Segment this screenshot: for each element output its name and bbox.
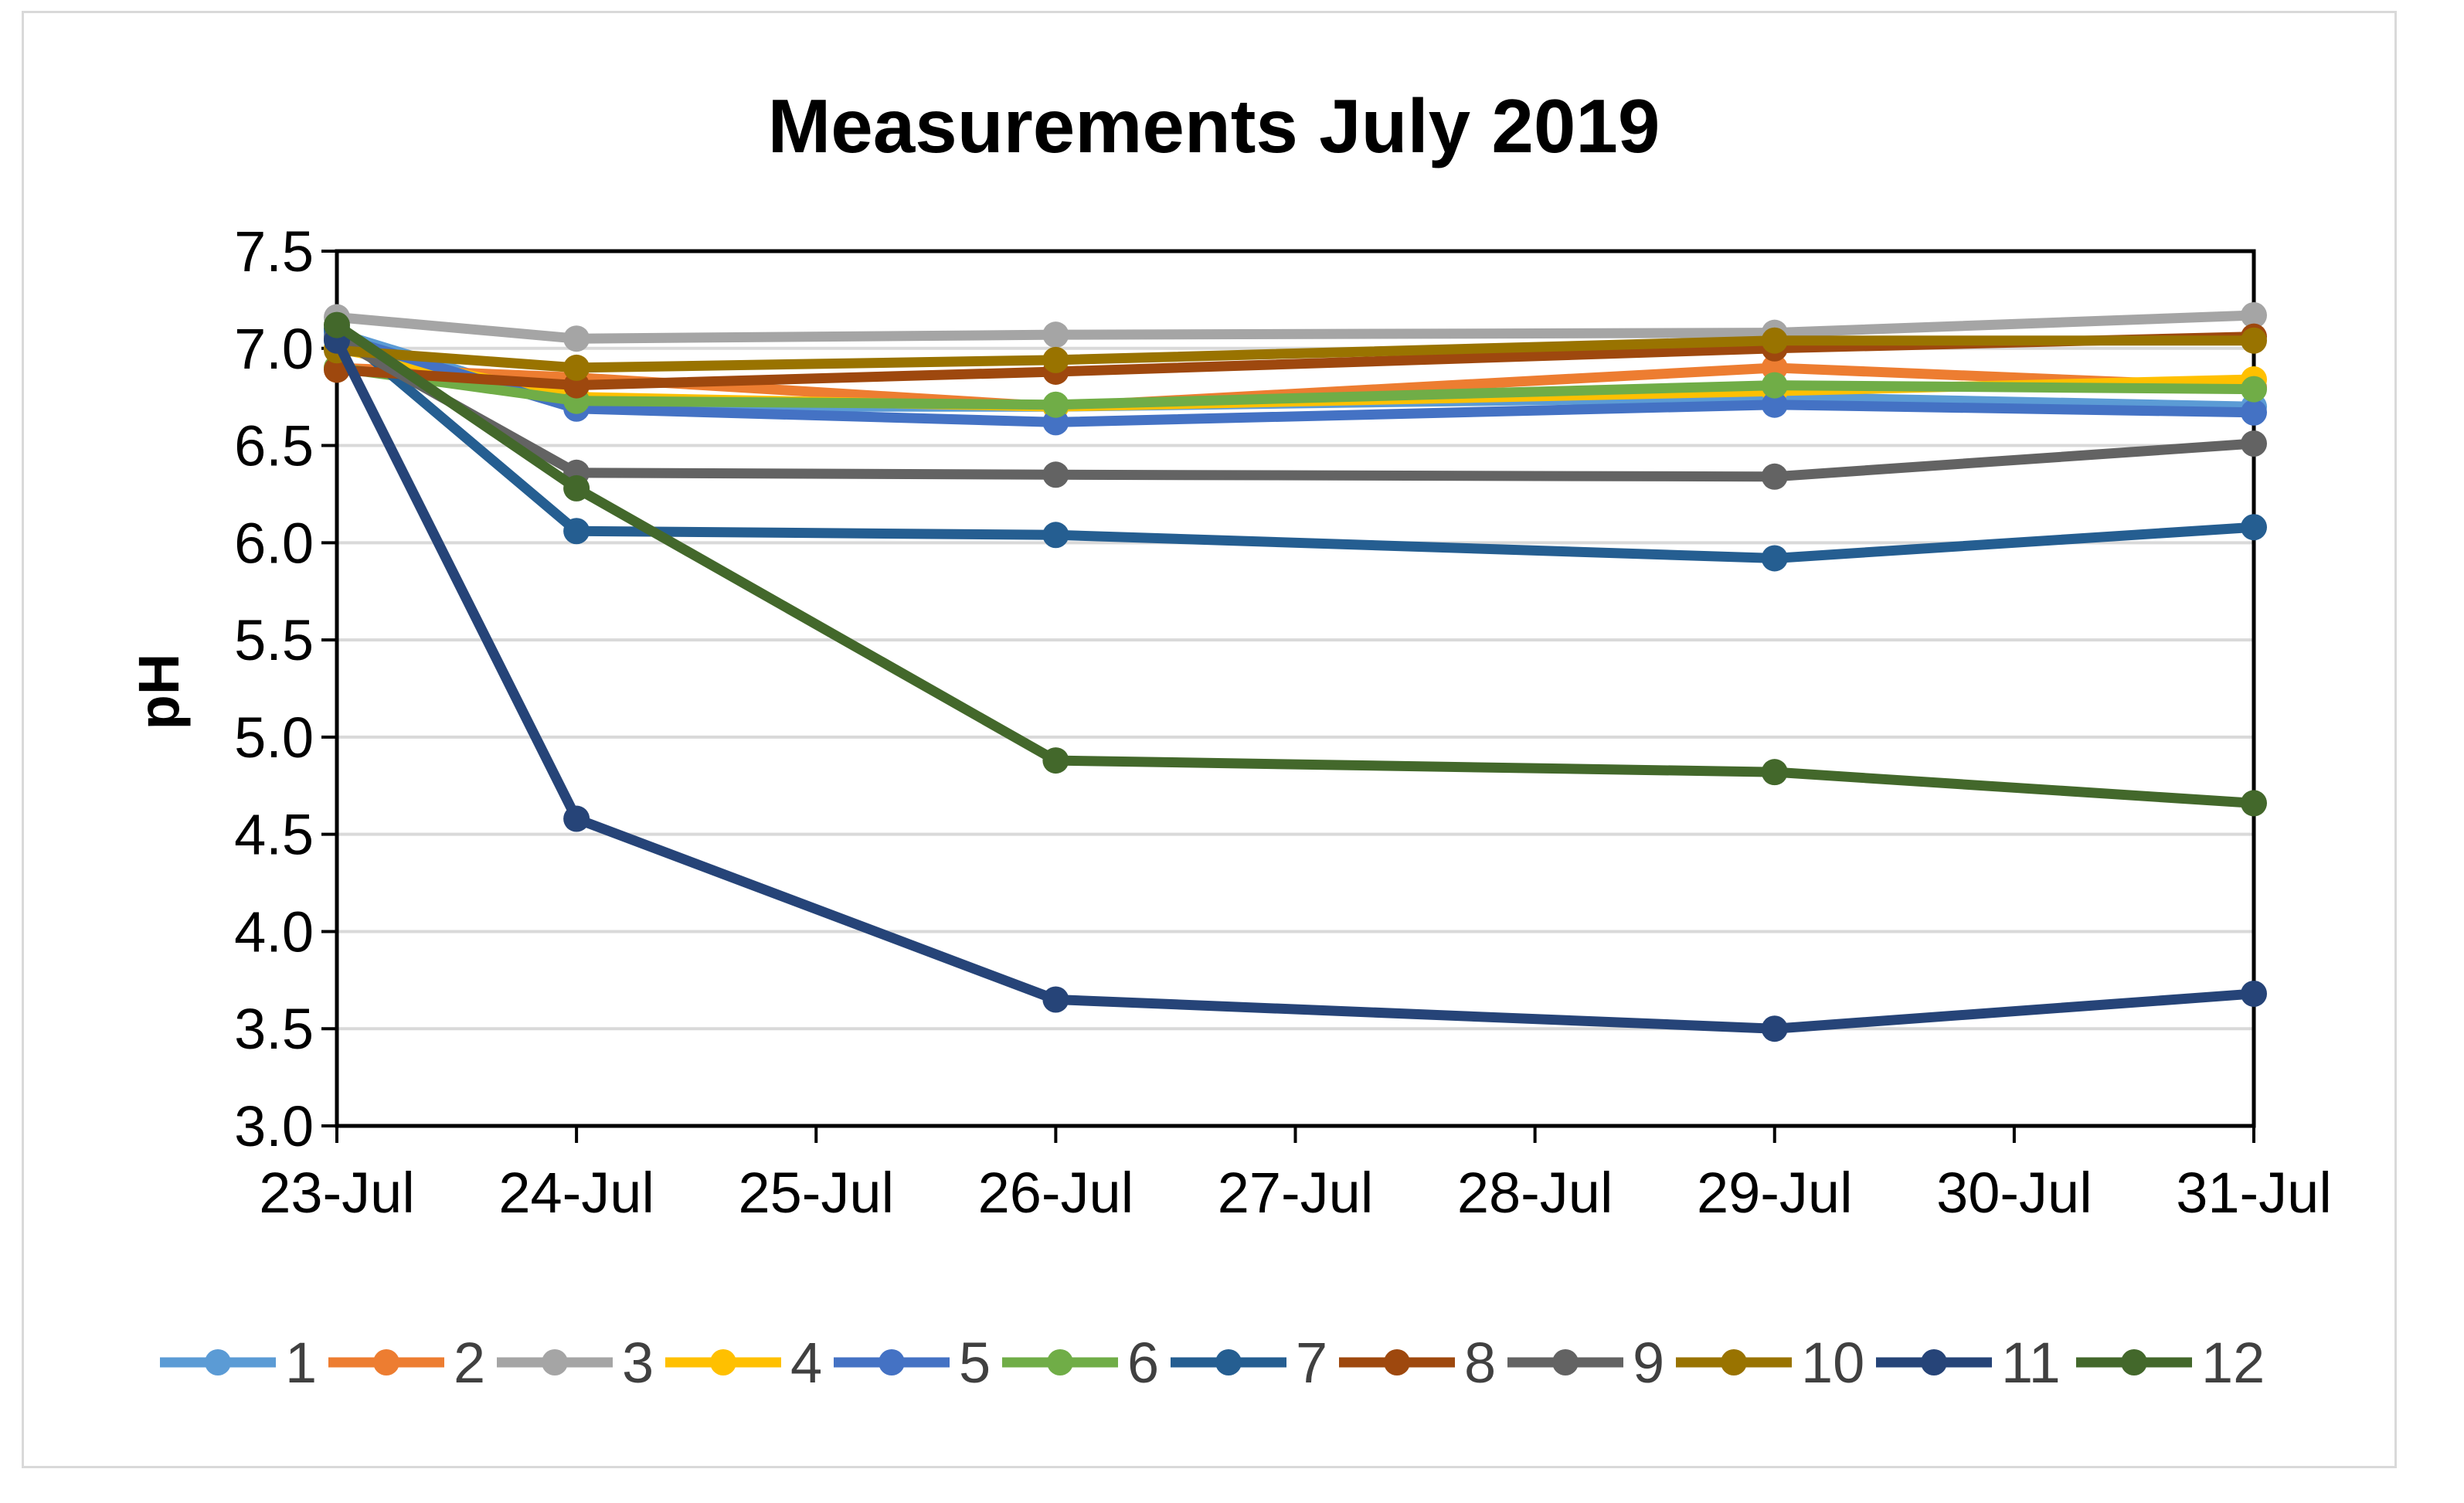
y-tick-label: 6.0 — [234, 511, 314, 575]
legend-label: 8 — [1464, 1331, 1496, 1395]
legend: 1 2 3 4 5 6 7 8 9 10 11 12 — [160, 1331, 2265, 1395]
data-point — [2241, 514, 2267, 541]
data-point — [1042, 346, 1069, 373]
data-point — [1042, 391, 1069, 418]
y-tick-label: 7.0 — [234, 317, 314, 381]
legend-marker — [1384, 1349, 1410, 1375]
data-point — [1761, 545, 1788, 572]
data-point — [2241, 399, 2267, 426]
x-tick-label: 31-Jul — [2176, 1161, 2332, 1225]
line-chart: Measurements July 2019 pH 3.0 3.5 4.0 4.5 5.… — [127, 83, 2332, 1395]
chart-frame: Measurements July 2019 pH 3.0 3.5 4.0 4.5 5.… — [22, 11, 2397, 1468]
data-point — [1761, 759, 1788, 786]
series-line — [331, 310, 2259, 344]
data-point — [1042, 522, 1069, 549]
data-point — [2241, 376, 2267, 403]
legend-marker — [205, 1349, 231, 1375]
data-point — [1042, 986, 1069, 1013]
legend-marker — [1552, 1349, 1579, 1375]
series-11 — [324, 327, 2267, 1042]
y-axis-label: pH — [127, 654, 191, 730]
y-tick-label: 3.5 — [234, 997, 314, 1061]
data-point — [1042, 747, 1069, 774]
legend-marker — [373, 1349, 399, 1375]
legend-marker — [1921, 1349, 1947, 1375]
data-point — [1042, 321, 1069, 349]
y-tick-label: 4.5 — [234, 803, 314, 867]
data-point — [1761, 463, 1788, 490]
data-point — [2241, 327, 2267, 354]
legend-item-10: 10 — [1676, 1331, 1864, 1395]
data-point — [2241, 430, 2267, 457]
legend-label: 1 — [285, 1331, 317, 1395]
legend-label: 6 — [1127, 1331, 1159, 1395]
legend-label: 4 — [790, 1331, 822, 1395]
legend-marker — [1047, 1349, 1073, 1375]
legend-item-2: 2 — [328, 1331, 485, 1395]
legend-item-6: 6 — [1002, 1331, 1159, 1395]
x-tick-label: 26-Jul — [978, 1161, 1134, 1225]
legend-marker — [542, 1349, 568, 1375]
data-point — [563, 474, 590, 502]
legend-marker — [2121, 1349, 2147, 1375]
legend-marker — [1721, 1349, 1747, 1375]
legend-label: 11 — [2001, 1331, 2061, 1395]
y-axis-ticks: 3.0 3.5 4.0 4.5 5.0 5.5 6.0 6.5 7.0 7.5 — [234, 219, 337, 1158]
y-tick-label: 6.5 — [234, 414, 314, 478]
x-tick-label: 29-Jul — [1697, 1161, 1853, 1225]
data-point — [563, 354, 590, 381]
data-point — [563, 325, 590, 352]
y-tick-label: 5.0 — [234, 706, 314, 770]
x-tick-label: 30-Jul — [1936, 1161, 2092, 1225]
y-tick-label: 3.0 — [234, 1094, 314, 1158]
x-tick-label: 25-Jul — [738, 1161, 894, 1225]
x-tick-label: 27-Jul — [1218, 1161, 1374, 1225]
legend-marker — [1215, 1349, 1242, 1375]
legend-marker — [879, 1349, 905, 1375]
legend-item-12: 12 — [2076, 1331, 2265, 1395]
data-point — [563, 805, 590, 832]
x-tick-label: 24-Jul — [498, 1161, 654, 1225]
data-point — [1761, 372, 1788, 399]
legend-item-7: 7 — [1171, 1331, 1327, 1395]
legend-label: 12 — [2201, 1331, 2265, 1395]
legend-item-9: 9 — [1507, 1331, 1664, 1395]
data-point — [2241, 980, 2267, 1007]
series-line — [331, 335, 2259, 1034]
data-point — [1761, 327, 1788, 354]
series-lines — [324, 302, 2267, 1042]
y-tick-label: 5.5 — [234, 608, 314, 672]
legend-label: 10 — [1801, 1331, 1864, 1395]
legend-item-4: 4 — [665, 1331, 822, 1395]
legend-label: 7 — [1296, 1331, 1327, 1395]
legend-item-11: 11 — [1876, 1331, 2061, 1395]
data-point — [2241, 790, 2267, 817]
y-tick-label: 4.0 — [234, 899, 314, 964]
data-point — [563, 518, 590, 545]
legend-marker — [710, 1349, 736, 1375]
data-point — [1761, 1015, 1788, 1042]
data-point — [2241, 302, 2267, 329]
legend-label: 9 — [1633, 1331, 1664, 1395]
series-12 — [324, 311, 2267, 817]
legend-item-5: 5 — [834, 1331, 991, 1395]
chart-title: Measurements July 2019 — [768, 83, 1660, 168]
data-point — [1761, 391, 1788, 418]
x-axis-ticks: 23-Jul 24-Jul 25-Jul 26-Jul 27-Jul 28-Jul 29-J… — [259, 1126, 2332, 1225]
legend-label: 3 — [622, 1331, 654, 1395]
legend-label: 5 — [959, 1331, 991, 1395]
x-tick-label: 23-Jul — [259, 1161, 415, 1225]
legend-label: 2 — [454, 1331, 485, 1395]
legend-item-8: 8 — [1339, 1331, 1496, 1395]
data-point — [324, 311, 350, 338]
x-tick-label: 28-Jul — [1457, 1161, 1613, 1225]
legend-item-1: 1 — [160, 1331, 317, 1395]
y-tick-label: 7.5 — [234, 219, 314, 284]
data-point — [1042, 461, 1069, 488]
legend-item-3: 3 — [497, 1331, 654, 1395]
